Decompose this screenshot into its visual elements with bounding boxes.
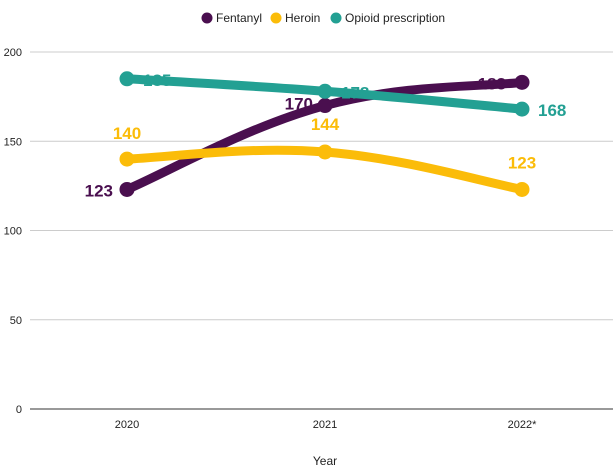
data-point	[119, 181, 135, 197]
data-label: 123	[508, 153, 536, 172]
data-point	[317, 98, 333, 114]
data-point	[317, 83, 333, 99]
data-point	[119, 151, 135, 167]
x-tick-label: 2021	[313, 419, 337, 431]
data-point	[119, 71, 135, 87]
x-tick-label: 2022*	[508, 419, 537, 431]
y-tick-label: 50	[10, 315, 22, 327]
data-label: 123	[85, 181, 113, 200]
data-point	[514, 74, 530, 90]
legend-swatch	[330, 12, 342, 24]
data-label: 183	[478, 74, 506, 93]
gridlines	[30, 51, 613, 321]
data-label: 178	[341, 83, 369, 102]
y-tick-label: 150	[4, 136, 22, 148]
y-tick-label: 200	[4, 47, 22, 59]
series-points	[119, 71, 530, 197]
legend-swatch	[270, 12, 282, 24]
y-tick-label: 100	[4, 226, 22, 238]
series-data-labels: 123 170 183 140 144 123 185 178 168	[85, 71, 567, 201]
data-label: 168	[538, 101, 566, 120]
x-axis-title: Year	[313, 454, 337, 468]
legend-label: Fentanyl	[216, 11, 262, 25]
data-point	[514, 181, 530, 197]
data-label: 185	[143, 71, 171, 90]
x-axis-ticks: 2020 2021 2022*	[115, 419, 537, 431]
data-point	[317, 144, 333, 160]
legend-label: Opioid prescription	[345, 11, 445, 25]
data-label: 170	[285, 95, 313, 114]
legend: Fentanyl Heroin Opioid prescription	[201, 11, 445, 25]
data-label: 140	[113, 124, 141, 143]
y-axis-ticks: 0 50 100 150 200	[4, 47, 22, 416]
legend-label: Heroin	[285, 11, 320, 25]
x-tick-label: 2020	[115, 419, 139, 431]
data-point	[514, 101, 530, 117]
legend-swatch	[201, 12, 213, 24]
y-tick-label: 0	[16, 404, 22, 416]
data-label: 144	[311, 115, 340, 134]
